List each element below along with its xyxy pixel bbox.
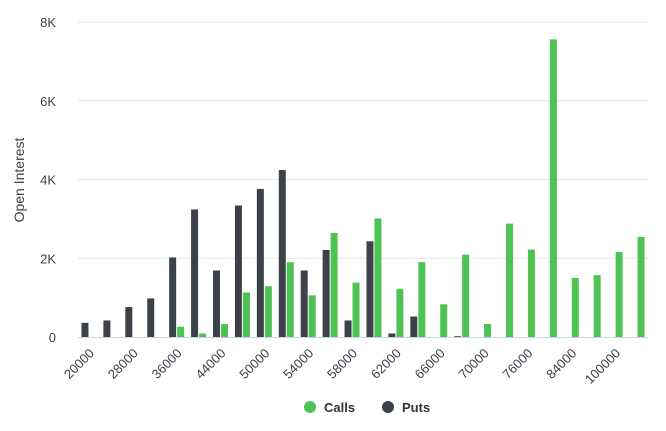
bar-calls[interactable] [396,288,404,337]
bar-puts[interactable] [300,270,308,337]
legend: Calls Puts [304,400,430,415]
x-tick-label: 54000 [280,346,316,382]
bar-calls[interactable] [571,277,579,337]
bar-calls[interactable] [637,236,645,337]
bar-puts[interactable] [366,241,374,337]
bars [81,39,645,337]
x-tick-label: 58000 [324,346,360,382]
bar-puts[interactable] [388,333,396,337]
bar-calls[interactable] [221,324,228,337]
x-tick-label: 50000 [236,346,272,382]
x-tick-label: 70000 [456,346,492,382]
legend-label: Calls [324,400,355,415]
bar-calls[interactable] [374,218,382,337]
x-tick-label: 100000 [582,346,623,387]
bar-calls[interactable] [308,295,316,337]
legend-marker-icon [304,401,316,413]
x-tick-label: 28000 [105,346,141,382]
bar-calls[interactable] [506,223,513,337]
y-tick-label: 8K [40,15,56,30]
bar-calls[interactable] [484,324,492,337]
bar-puts[interactable] [213,270,220,337]
bar-calls[interactable] [527,249,535,337]
x-tick-label: 44000 [192,346,228,382]
bar-puts[interactable] [322,249,330,337]
bar-calls[interactable] [615,251,623,337]
bar-puts[interactable] [410,316,418,337]
y-tick-label: 0 [49,330,56,345]
bar-puts[interactable] [169,257,177,337]
y-tick-label: 6K [40,94,56,109]
bar-puts[interactable] [454,336,462,337]
bar-calls[interactable] [330,233,338,337]
x-tick-label: 20000 [61,346,97,382]
bar-calls[interactable] [177,326,185,337]
bar-calls[interactable] [242,292,250,337]
x-tick-label: 36000 [149,346,185,382]
x-tick-label: 84000 [543,346,579,382]
bar-calls[interactable] [352,282,360,337]
x-tick-label: 76000 [499,346,535,382]
bar-calls[interactable] [593,275,601,337]
grid-lines [78,21,648,259]
bar-puts[interactable] [103,320,111,337]
y-tick-label: 4K [40,173,56,188]
bar-calls[interactable] [462,254,470,337]
legend-marker-icon [382,401,394,413]
bar-puts[interactable] [344,320,352,337]
bar-calls[interactable] [418,262,426,337]
y-axis-label: Open Interest [11,137,27,222]
bar-puts[interactable] [81,322,89,337]
x-tick-label: 62000 [368,346,404,382]
bar-calls[interactable] [440,304,448,337]
bar-calls[interactable] [199,333,207,337]
bar-puts[interactable] [256,188,264,337]
bar-calls[interactable] [549,39,557,337]
legend-item-puts[interactable]: Puts [382,400,430,415]
bar-calls[interactable] [264,286,272,337]
bar-puts[interactable] [278,170,286,337]
bar-puts[interactable] [234,205,242,337]
y-tick-label: 2K [40,251,56,266]
x-tick-label: 66000 [412,346,448,382]
bar-puts[interactable] [191,209,199,337]
legend-item-calls[interactable]: Calls [304,400,355,415]
bar-puts[interactable] [147,298,155,337]
bar-puts[interactable] [125,307,133,337]
legend-label: Puts [402,400,430,415]
bar-calls[interactable] [286,262,294,337]
